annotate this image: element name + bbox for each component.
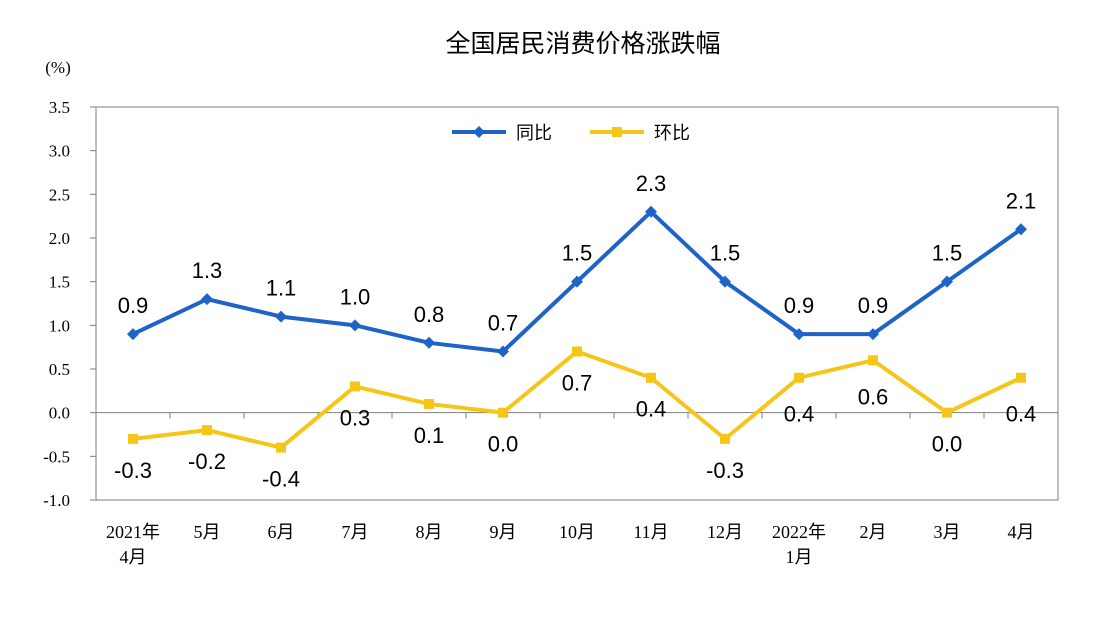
series-point — [275, 310, 287, 323]
y-tick-label: 2.0 — [49, 229, 70, 248]
legend-marker — [612, 127, 622, 137]
data-label-yoy: 1.0 — [340, 284, 371, 309]
series-point — [1016, 372, 1026, 383]
series-point — [794, 372, 804, 383]
x-tick-label: 7月 — [342, 522, 369, 542]
x-tick-label: 1月 — [786, 547, 813, 567]
x-tick-label: 2月 — [860, 522, 887, 542]
series-point — [867, 328, 879, 341]
series-point — [942, 407, 952, 418]
data-label-mom: 0.4 — [636, 397, 667, 422]
data-label-mom: 0.4 — [1006, 402, 1037, 427]
x-tick-label: 6月 — [268, 522, 295, 542]
series-point — [349, 319, 361, 332]
series-point — [571, 275, 583, 288]
series-point — [498, 407, 508, 418]
data-label-yoy: 1.5 — [562, 241, 593, 266]
legend-label: 环比 — [654, 123, 690, 144]
series-point — [423, 336, 435, 349]
series-point — [127, 328, 139, 341]
data-label-mom: -0.3 — [114, 458, 152, 483]
series-layer — [127, 205, 1027, 453]
data-label-yoy: 0.9 — [784, 293, 815, 318]
series-point — [424, 398, 434, 409]
series-point — [868, 355, 878, 366]
data-label-mom: -0.3 — [706, 458, 744, 483]
y-tick-label: 1.0 — [49, 316, 70, 335]
y-tick-label: -0.5 — [43, 447, 70, 466]
x-tick-label: 11月 — [633, 522, 668, 542]
y-tick-label: 0.5 — [49, 360, 70, 379]
data-label-mom: 0.3 — [340, 405, 371, 430]
chart-title: 全国居民消费价格涨跌幅 — [445, 29, 720, 58]
data-label-yoy: 2.3 — [636, 171, 667, 196]
series-point — [793, 328, 805, 341]
x-tick-label: 8月 — [416, 522, 443, 542]
x-tick-label: 10月 — [559, 522, 595, 542]
x-tick-label: 4月 — [120, 547, 147, 567]
x-tick-label: 3月 — [934, 522, 961, 542]
series-point — [202, 425, 212, 436]
data-label-mom: 0.6 — [858, 384, 889, 409]
data-label-mom: -0.4 — [262, 467, 300, 492]
y-tick-label: -1.0 — [43, 491, 70, 510]
data-label-mom: 0.1 — [414, 423, 445, 448]
y-tick-label: 1.5 — [49, 273, 70, 292]
x-tick-label: 2022年 — [772, 522, 826, 542]
series-point — [941, 275, 953, 288]
x-axis: 2021年 4月 5月 6月 7月 8月 9月 10月 11月 12月 2022年 1月 2月 3月 4月 — [96, 412, 1058, 567]
x-tick-label: 4月 — [1008, 522, 1035, 542]
series-point — [201, 293, 213, 306]
y-tick-label: 0.0 — [49, 404, 70, 423]
legend-label: 同比 — [516, 123, 552, 144]
y-tick-label: 2.5 — [49, 185, 70, 204]
series-point — [276, 442, 286, 453]
data-label-mom: 0.4 — [784, 402, 815, 427]
data-label-mom: -0.2 — [188, 449, 226, 474]
x-tick-label: 2021年 — [106, 522, 160, 542]
data-labels-layer: 0.9 1.3 1.1 1.0 0.8 0.7 1.5 2.3 1.5 0.9 0.9 1.5 2.1 -… — [114, 171, 1036, 492]
y-axis: 3.5 3.0 2.5 2.0 1.5 1.0 0.5 0.0 -0.5 -1.0 — [43, 98, 97, 510]
data-label-yoy: 1.5 — [710, 241, 741, 266]
legend: 同比 环比 — [452, 123, 690, 144]
series-point — [720, 433, 730, 444]
data-label-yoy: 0.8 — [414, 302, 445, 327]
series-point — [646, 372, 656, 383]
data-label-yoy: 0.9 — [118, 293, 149, 318]
data-label-yoy: 2.1 — [1006, 188, 1037, 213]
legend-marker — [473, 126, 485, 138]
y-tick-label: 3.5 — [49, 98, 70, 117]
series-point — [572, 346, 582, 357]
series-point — [1015, 223, 1027, 236]
x-tick-label: 5月 — [194, 522, 221, 542]
series-point — [497, 345, 509, 358]
y-tick-label: 3.0 — [49, 142, 70, 161]
data-label-yoy: 1.3 — [192, 258, 223, 283]
series-point — [719, 275, 731, 288]
data-label-yoy: 0.9 — [858, 293, 889, 318]
series-point — [645, 205, 657, 218]
x-tick-label: 12月 — [707, 522, 743, 542]
data-label-yoy: 1.5 — [932, 241, 963, 266]
data-label-mom: 0.0 — [488, 432, 519, 457]
series-point — [350, 381, 360, 392]
data-label-yoy: 1.1 — [266, 276, 297, 301]
y-axis-unit-label: (%) — [45, 58, 70, 77]
data-label-yoy: 0.7 — [488, 311, 519, 336]
data-label-mom: 0.7 — [562, 371, 593, 396]
x-tick-label: 9月 — [490, 522, 517, 542]
series-point — [128, 433, 138, 444]
data-label-mom: 0.0 — [932, 432, 963, 457]
